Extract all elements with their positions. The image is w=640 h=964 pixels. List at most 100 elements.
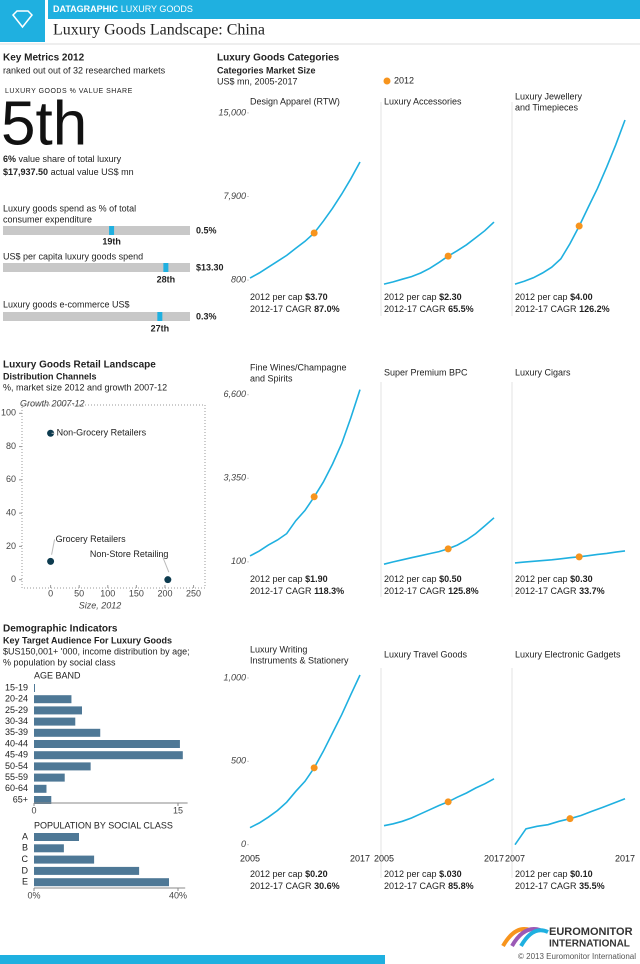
indicator-value: $13.30 [196,262,224,272]
cagr-label: 2012-17 CAGR [250,304,312,314]
bar [34,855,95,864]
category-label: 55-59 [5,772,28,782]
indicator-track [3,263,190,272]
highlight-point [310,764,318,772]
per-cap: 2012 per cap $3.70 [250,292,328,302]
indicator-track [3,312,190,321]
actual-text: actual value US$ mn [51,167,134,177]
indicator-marker [157,312,163,321]
indicator-label: Luxury goods e-commerce US$ [3,299,130,309]
y-tick-label: 100 [1,408,16,418]
chart-title: Super Premium BPC [384,367,468,377]
per-cap-value: $0.10 [570,869,593,879]
page-title: Luxury Goods Landscape: China [53,22,265,39]
bar [34,878,169,887]
cagr-label: 2012-17 CAGR [384,881,446,891]
category-label: 15-19 [5,682,28,692]
footer-bar [0,955,385,964]
cagr-value: 65.5% [448,304,474,314]
indicator-rank: 19th [102,236,121,246]
per-cap-label: 2012 per cap [250,292,303,302]
indicator-value: 0.3% [196,311,217,321]
section-note: $US150,001+ '000, income distribution by… [3,646,190,656]
section-note: %, market size 2012 and growth 2007-12 [3,382,167,392]
x-tick-label: 0% [27,890,40,900]
bar [34,717,76,726]
cagr-label: 2012-17 CAGR [515,586,577,596]
cagr: 2012-17 CAGR 33.7% [515,586,605,596]
category-label: D [22,865,29,875]
series-line [514,550,626,564]
per-cap: 2012 per cap $0.20 [250,869,328,879]
y-tick-label: 800 [231,274,246,284]
chart-title: Luxury Electronic Gadgets [515,649,621,659]
chart-title: and Timepieces [515,102,579,112]
cagr-label: 2012-17 CAGR [250,586,312,596]
per-cap-value: $0.30 [570,574,593,584]
label-leader [161,554,170,573]
y-tick-label: 3,350 [223,473,246,483]
legend-label: 2012 [394,75,414,85]
header-bar [48,0,640,19]
highlight-point [444,252,452,260]
value-line: $17,937.50 actual value US$ mn [3,167,134,177]
cagr-value: 125.8% [448,586,479,596]
x-tick-label: 2017 [350,853,370,863]
y-tick-label: 60 [6,474,16,484]
share-line: 6% value share of total luxury [3,154,122,164]
chart-title: and Spirits [250,373,293,383]
cagr-label: 2012-17 CAGR [250,881,312,891]
per-cap-label: 2012 per cap [515,869,568,879]
bar [34,784,47,793]
category-label: 50-54 [5,761,28,771]
category-label: 20-24 [5,694,28,704]
per-cap-value: $3.70 [305,292,328,302]
highlight-point [566,815,574,823]
per-cap: 2012 per cap $0.10 [515,869,593,879]
series-line [249,161,361,279]
y-axis-label: Growth 2007-12 [20,398,85,408]
cagr-value: 35.5% [579,881,605,891]
logo-text: INTERNATIONAL [549,939,630,950]
category-label: 30-34 [5,716,28,726]
x-tick-label: 200 [157,588,172,598]
indicator-label: Luxury goods spend as % of total [3,203,136,213]
per-cap-value: $4.00 [570,292,593,302]
chart-title: Luxury Cigars [515,367,571,377]
per-cap: 2012 per cap $4.00 [515,292,593,302]
section-unit: US$ mn, 2005-2017 [217,76,298,86]
y-tick-label: 500 [231,756,246,766]
category-label: 35-39 [5,727,28,737]
per-cap-value: $2.30 [439,292,462,302]
per-cap-label: 2012 per cap [384,574,437,584]
y-tick-label: 0 [11,574,16,584]
chart-title: Luxury Travel Goods [384,649,468,659]
highlight-point [444,798,452,806]
per-cap-value: $1.90 [305,574,328,584]
x-tick-label: 2007 [505,853,525,863]
category-label: B [22,843,28,853]
series-line [383,778,495,827]
footer-logo [501,927,549,948]
category-label: C [22,854,29,864]
chart-title: AGE BAND [34,670,81,680]
cagr: 2012-17 CAGR 35.5% [515,881,605,891]
cagr: 2012-17 CAGR 65.5% [384,304,474,314]
cagr-value: 85.8% [448,881,474,891]
cagr-value: 87.0% [314,304,340,314]
y-tick-label: 15,000 [218,107,246,117]
indicator-marker [163,263,169,272]
series-line [249,674,361,829]
per-cap-value: $.030 [439,869,462,879]
share-text: value share of total luxury [19,154,122,164]
indicator-rank: 28th [157,274,176,284]
y-tick-label: 100 [231,556,246,566]
x-tick-label: 150 [129,588,144,598]
point-label: Non-Store Retailing [90,549,169,559]
per-cap-label: 2012 per cap [515,292,568,302]
x-tick-label: 50 [74,588,84,598]
cagr-label: 2012-17 CAGR [515,304,577,314]
bar [34,762,91,771]
cagr: 2012-17 CAGR 87.0% [250,304,340,314]
per-cap-value: $0.20 [305,869,328,879]
